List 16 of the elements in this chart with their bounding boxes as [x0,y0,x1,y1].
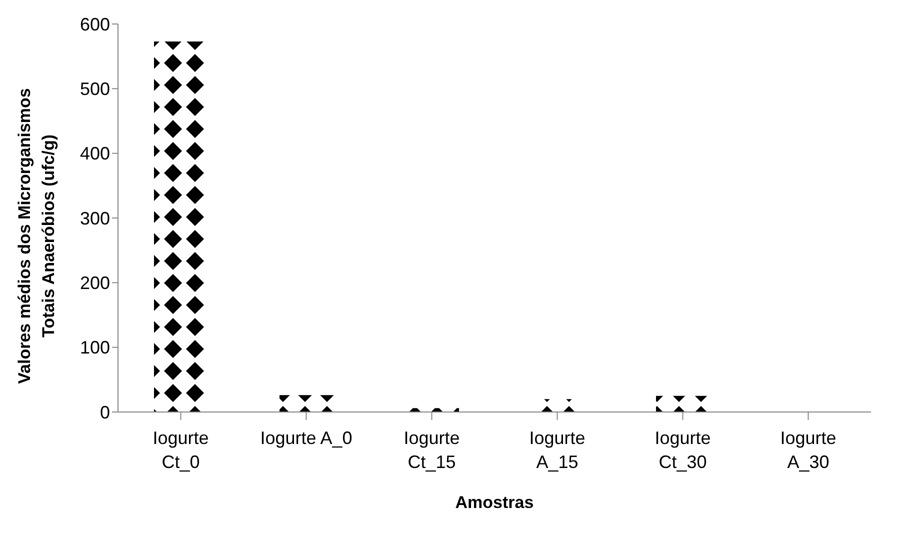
bar [280,395,334,412]
y-tick-label: 200 [80,273,110,294]
x-axis-title: Amostras [455,493,534,512]
x-tick-label: Iogurte A_30 [780,428,836,472]
y-tick-label: 600 [80,14,110,34]
x-tick-label: Iogurte Ct_0 [152,428,209,472]
x-tick-label: Iogurte A_0 [260,428,352,448]
y-tick-label: 500 [80,79,110,100]
y-axis-title: Valores médios dos Microrganismos Totais Anaeróbios (ufc/g) [15,88,58,384]
y-tick-label: 0 [100,402,110,422]
x-tick-label: Iogurte Ct_15 [404,428,460,472]
x-tick-label: Iogurte A_15 [529,428,586,472]
y-tick-label: 400 [80,144,110,164]
y-tick-label: 300 [80,208,110,228]
y-tick-label: 100 [80,338,110,358]
x-tick-label: Iogurte Ct_30 [654,428,711,472]
